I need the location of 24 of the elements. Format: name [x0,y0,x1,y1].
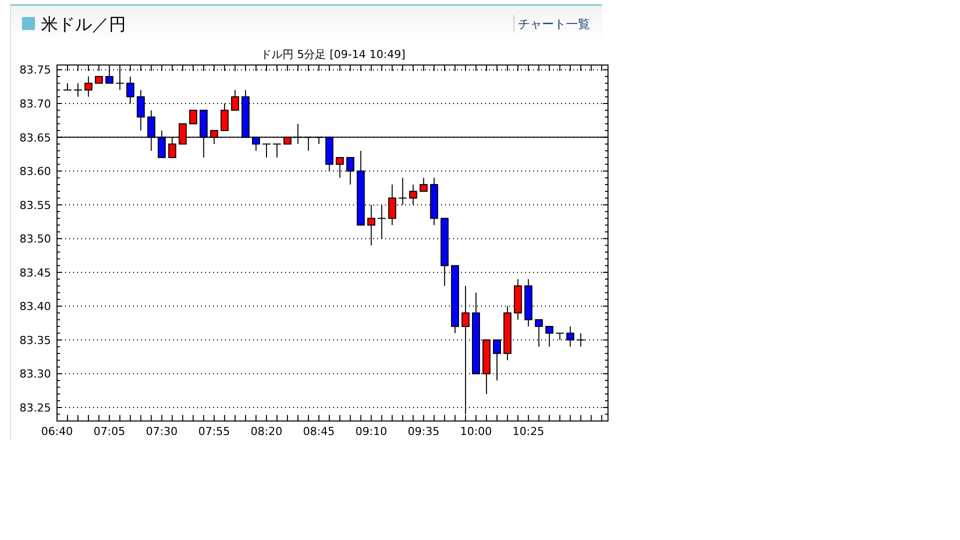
x-tick-label: 08:45 [303,425,335,438]
y-tick-label: 83.30 [20,368,51,381]
x-tick-label: 07:55 [198,425,230,438]
y-tick-label: 83.50 [20,232,51,246]
y-tick-label: 83.65 [20,131,51,144]
y-tick-label: 83.60 [20,165,51,178]
y-tick-label: 83.45 [20,266,51,280]
x-tick-label: 08:20 [250,425,282,438]
x-tick-label: 07:05 [94,425,126,438]
x-tick-label: 10:00 [460,425,492,438]
x-tick-label: 09:35 [408,425,440,438]
y-tick-label: 83.25 [20,401,51,414]
y-tick-label: 83.75 [20,64,51,77]
y-tick-label: 83.70 [20,98,51,111]
x-tick-label: 07:30 [146,425,178,438]
text: チャート一覧 [518,17,590,31]
x-tick-label: 09:10 [355,425,388,438]
y-tick-label: 83.35 [20,334,51,347]
chart-title: 米ドル／円 [41,15,126,35]
x-tick-label: 06:40 [41,425,73,438]
x-tick-label: 10:25 [512,425,544,438]
y-tick-label: 83.40 [20,300,51,314]
chart-subtitle: ドル円 5分足 [09-14 10:49] [260,48,406,61]
y-tick-label: 83.55 [20,198,51,212]
